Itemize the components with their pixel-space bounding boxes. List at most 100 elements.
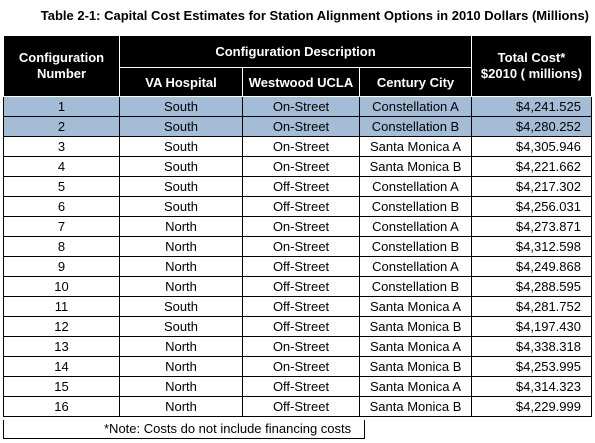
table-body: 1 South On-Street Constellation A $4,241.525… [3, 96, 592, 417]
cell-config-number: 9 [3, 256, 120, 277]
cell-century-city: Constellation B [359, 276, 472, 297]
footnote-text: *Note: Costs do not include financing co… [104, 421, 352, 436]
col-header-century-city: Century City [359, 67, 472, 97]
col-group-config-description: Configuration Description [119, 35, 472, 68]
cell-va-hospital: South [119, 176, 243, 197]
cell-century-city: Santa Monica B [359, 156, 472, 177]
cell-century-city: Constellation A [359, 216, 472, 237]
cell-va-hospital: North [119, 396, 243, 417]
table-row: 12 South Off-Street Santa Monica B $4,197.43… [3, 316, 592, 337]
col-header-va-hospital: VA Hospital [119, 67, 243, 97]
cell-century-city: Constellation A [359, 256, 472, 277]
table-row: 1 South On-Street Constellation A $4,241.525 [3, 96, 592, 117]
cell-westwood-ucla: Off-Street [242, 256, 360, 277]
cell-westwood-ucla: Off-Street [242, 176, 360, 197]
cell-total-cost: $4,314.323 [471, 376, 592, 397]
table-row: 13 North On-Street Santa Monica A $4,338.318 [3, 336, 592, 357]
table-row: 8 North On-Street Constellation B $4,312.598 [3, 236, 592, 257]
cell-westwood-ucla: Off-Street [242, 396, 360, 417]
cell-config-number: 3 [3, 136, 120, 157]
cell-config-number: 12 [3, 316, 120, 337]
cell-century-city: Santa Monica A [359, 136, 472, 157]
cell-config-number: 1 [3, 96, 120, 117]
cell-westwood-ucla: On-Street [242, 96, 360, 117]
cell-westwood-ucla: On-Street [242, 136, 360, 157]
cost-table: Configuration Number Configuration Descr… [3, 35, 592, 417]
cell-century-city: Constellation B [359, 236, 472, 257]
caption-text: Table 2-1: Capital Cost Estimates for St… [40, 8, 589, 23]
header-row-top: Configuration Number Configuration Descr… [3, 35, 592, 97]
cell-config-number: 13 [3, 336, 120, 357]
cell-va-hospital: South [119, 96, 243, 117]
cell-century-city: Constellation A [359, 96, 472, 117]
cell-century-city: Santa Monica A [359, 336, 472, 357]
cell-westwood-ucla: On-Street [242, 336, 360, 357]
cell-century-city: Santa Monica A [359, 376, 472, 397]
table-row: 4 South On-Street Santa Monica B $4,221.662 [3, 156, 592, 177]
table-row: 9 North Off-Street Constellation A $4,249.86… [3, 256, 592, 277]
cell-century-city: Santa Monica B [359, 396, 472, 417]
config-number-line-2: Number [36, 66, 87, 81]
cell-config-number: 10 [3, 276, 120, 297]
cell-westwood-ucla: On-Street [242, 116, 360, 137]
cell-westwood-ucla: Off-Street [242, 196, 360, 217]
header-row-bottom: VA Hospital Westwood UCLA Century City [4, 67, 592, 97]
cell-config-number: 6 [3, 196, 120, 217]
cell-va-hospital: South [119, 156, 243, 177]
cell-va-hospital: South [119, 136, 243, 157]
cell-total-cost: $4,253.995 [471, 356, 592, 377]
table-row: 10 North Off-Street Constellation B $4,288.5… [3, 276, 592, 297]
cell-config-number: 8 [3, 236, 120, 257]
cell-va-hospital: South [119, 196, 243, 217]
cell-total-cost: $4,280.252 [471, 116, 592, 137]
table-row: 15 North Off-Street Santa Monica A $4,314.32… [3, 376, 592, 397]
cell-century-city: Constellation B [359, 196, 472, 217]
cell-westwood-ucla: Off-Street [242, 296, 360, 317]
cell-config-number: 16 [3, 396, 120, 417]
cell-config-number: 7 [3, 216, 120, 237]
cell-va-hospital: South [119, 116, 243, 137]
cell-century-city: Santa Monica B [359, 356, 472, 377]
table-row: 14 North On-Street Santa Monica B $4,253.995 [3, 356, 592, 377]
cell-century-city: Constellation B [359, 116, 472, 137]
cell-total-cost: $4,338.318 [471, 336, 592, 357]
col-header-total-cost: Total Cost* $2010 ( millions) [471, 35, 592, 97]
total-cost-line-1: Total Cost* [497, 50, 566, 65]
cell-config-number: 15 [3, 376, 120, 397]
cell-config-number: 2 [3, 116, 120, 137]
col-header-config-number: Configuration Number [3, 35, 120, 97]
table-row: 11 South Off-Street Santa Monica A $4,281.75… [3, 296, 592, 317]
cell-config-number: 5 [3, 176, 120, 197]
cell-config-number: 11 [3, 296, 120, 317]
col-header-westwood-ucla: Westwood UCLA [242, 67, 360, 97]
table-row: 16 North Off-Street Santa Monica B $4,229.99… [3, 396, 592, 417]
cell-va-hospital: South [119, 296, 243, 317]
cell-config-number: 4 [3, 156, 120, 177]
cell-total-cost: $4,288.595 [471, 276, 592, 297]
cell-total-cost: $4,229.999 [471, 396, 592, 417]
cell-westwood-ucla: On-Street [242, 236, 360, 257]
cell-va-hospital: North [119, 216, 243, 237]
cell-total-cost: $4,221.662 [471, 156, 592, 177]
table-row: 3 South On-Street Santa Monica A $4,305.946 [3, 136, 592, 157]
cell-westwood-ucla: On-Street [242, 156, 360, 177]
cell-westwood-ucla: On-Street [242, 216, 360, 237]
table-row: 7 North On-Street Constellation A $4,273.871 [3, 216, 592, 237]
cell-century-city: Santa Monica A [359, 296, 472, 317]
footnote: *Note: Costs do not include financing co… [3, 420, 365, 439]
cell-va-hospital: North [119, 376, 243, 397]
table-row: 2 South On-Street Constellation B $4,280.252 [3, 116, 592, 137]
cell-total-cost: $4,197.430 [471, 316, 592, 337]
cell-total-cost: $4,241.525 [471, 96, 592, 117]
cell-total-cost: $4,249.868 [471, 256, 592, 277]
table-row: 6 South Off-Street Constellation B $4,256.03… [3, 196, 592, 217]
cell-westwood-ucla: Off-Street [242, 276, 360, 297]
config-number-line-1: Configuration [18, 50, 105, 65]
cell-total-cost: $4,217.302 [471, 176, 592, 197]
cell-total-cost: $4,256.031 [471, 196, 592, 217]
table-caption: Table 2-1: Capital Cost Estimates for St… [0, 0, 595, 30]
table-row: 5 South Off-Street Constellation A $4,217.30… [3, 176, 592, 197]
cell-total-cost: $4,281.752 [471, 296, 592, 317]
cell-va-hospital: North [119, 276, 243, 297]
cell-westwood-ucla: On-Street [242, 356, 360, 377]
